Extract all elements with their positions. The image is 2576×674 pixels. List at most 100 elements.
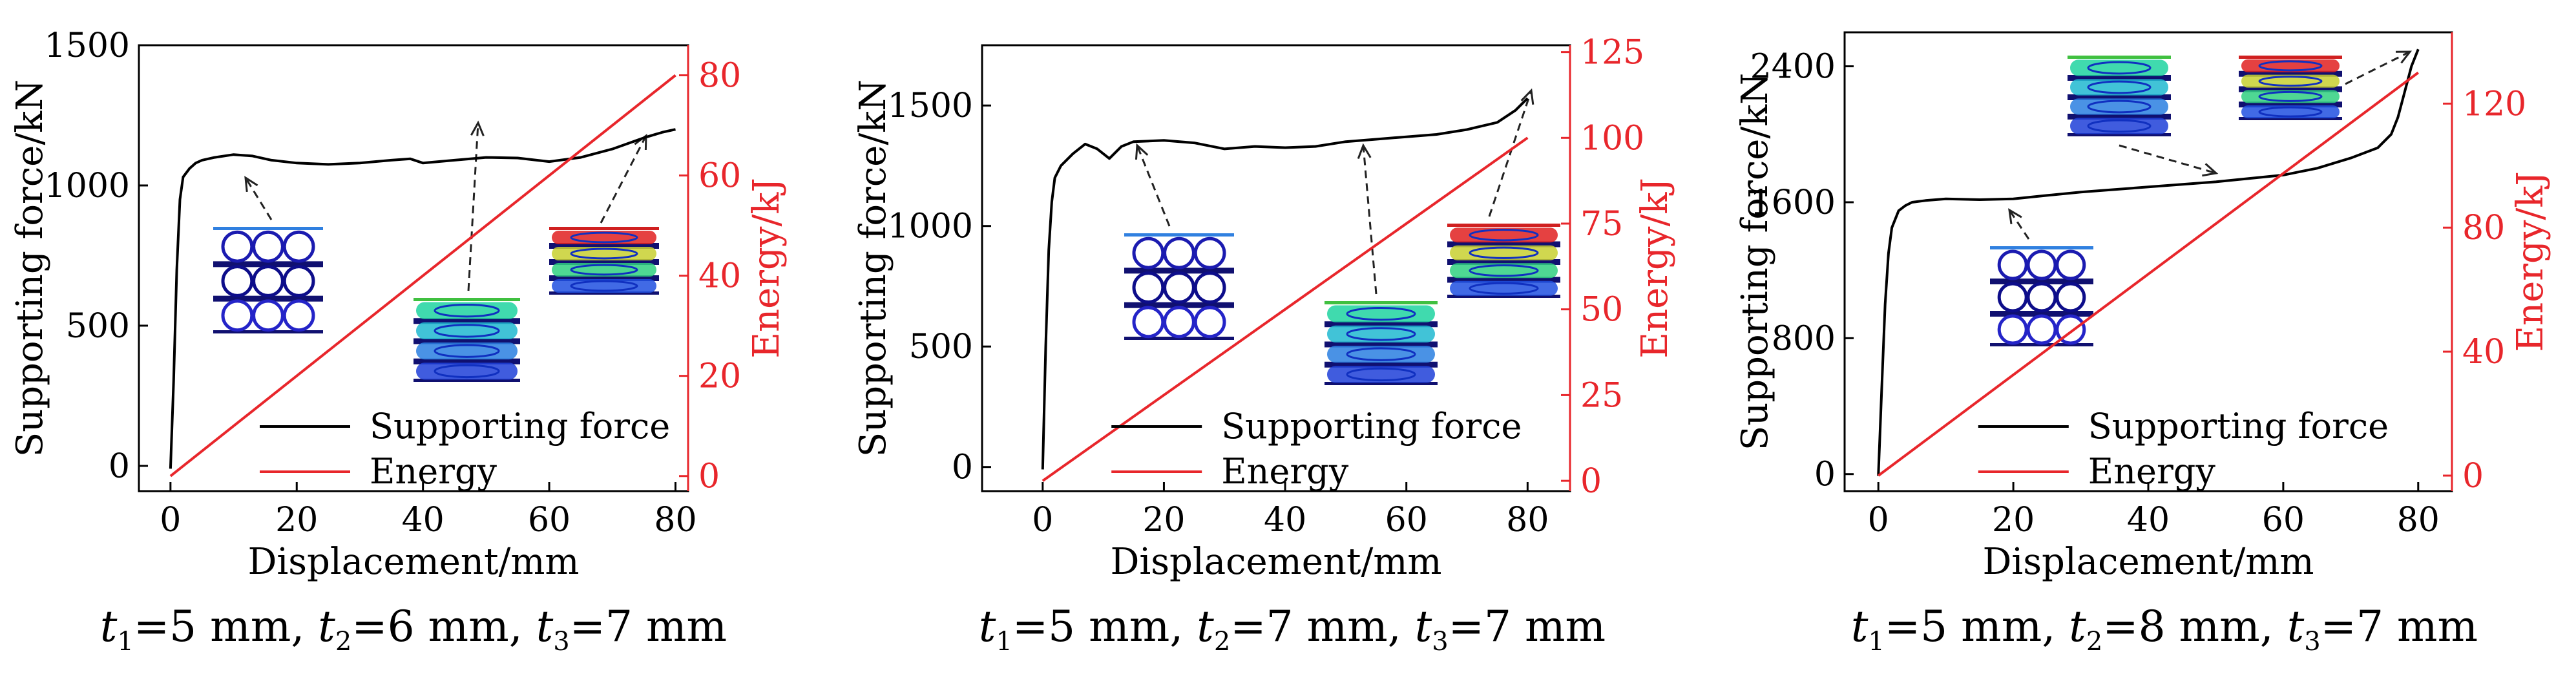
- chart-2-x-tick-label: 40: [1264, 501, 1306, 540]
- chart-1-model-inset-2: [414, 120, 520, 382]
- chart-3-x-axis-label: Displacement/mm: [1982, 541, 2314, 583]
- chart-1-y2-tick-label: 40: [698, 257, 741, 296]
- chart-1-y2-axis-label: Energy/kJ: [746, 178, 788, 359]
- chart-panel-1: 0 20 40 60 80 0 500 1000 1500 0 20 40 60 80 Displaceme…: [0, 0, 859, 665]
- chart-1-y-tick-label: 1500: [45, 26, 130, 65]
- chart-3-legend-label: Energy: [2088, 451, 2216, 492]
- chart-3-model-inset-2: [2068, 56, 2219, 177]
- chart-1-t1: 5 mm: [169, 602, 291, 651]
- chart-2-y-tick-label: 1500: [888, 87, 973, 125]
- chart-2-t2: 7 mm: [1266, 602, 1388, 651]
- chart-3-y2-tick-label: 120: [2462, 85, 2526, 123]
- chart-2-model-inset-3: [1447, 88, 1560, 298]
- chart-3-x-tick-label: 60: [2262, 501, 2305, 540]
- chart-2-y2-tick-label: 50: [1580, 291, 1623, 330]
- chart-3-y-axis-label: Supporting force/kN: [1734, 73, 1776, 450]
- chart-2-series-supporting-force-line: [1041, 97, 1529, 470]
- chart-1-model-inset-1: [213, 176, 323, 333]
- chart-2-y2-axis-label: Energy/kJ: [1634, 178, 1676, 359]
- chart-2-t1: 5 mm: [1048, 602, 1170, 651]
- chart-3-x-tick-label: 40: [2127, 501, 2170, 540]
- chart-1-model-inset-3: [549, 133, 659, 295]
- chart-panel-3: 0 20 40 60 80 0 800 1600 2400 0 40 80 120 Displacemen…: [1734, 0, 2576, 665]
- chart-3-y2-tick-label: 0: [2462, 457, 2484, 496]
- chart-1-y2-tick-label: 60: [698, 157, 741, 196]
- chart-3-inset-arrow-3: [2345, 50, 2411, 85]
- chart-2-y2-tick-label: 0: [1580, 462, 1602, 501]
- chart-3-series-energy-line: [1878, 71, 2419, 477]
- chart-2-y2-tick-label: 100: [1580, 119, 1644, 158]
- chart-2-caption: t1=5 mm, t2=7 mm, t3=7 mm: [978, 602, 1606, 657]
- chart-2-svg: 0 20 40 60 80 0 500 1000 1500 0 25 50 75 100 125 Displa…: [852, 34, 1676, 583]
- chart-1-x-tick-label: 20: [275, 501, 318, 540]
- chart-1-x-axis-label: Displacement/mm: [247, 541, 579, 583]
- chart-2-legend-label: Supporting force: [1221, 406, 1522, 447]
- chart-2-x-axis-label: Displacement/mm: [1110, 541, 1441, 583]
- chart-3-t1: 5 mm: [1920, 602, 2042, 651]
- chart-2-inset-arrow-1: [1136, 145, 1171, 227]
- chart-1-y-tick-label: 0: [109, 447, 130, 486]
- chart-1-t3: 7 mm: [605, 602, 728, 651]
- chart-3-inset-arrow-1: [2008, 209, 2030, 240]
- chart-3-y2-tick-label: 40: [2462, 333, 2505, 372]
- chart-1-y2-tick-label: 0: [698, 458, 720, 496]
- chart-3-model-inset-1: [1990, 208, 2093, 346]
- chart-2-x-tick-label: 20: [1142, 501, 1185, 540]
- chart-1-y2-tick-label: 20: [698, 357, 741, 396]
- chart-2-legend-label: Energy: [1221, 451, 1349, 492]
- chart-2-y-tick-label: 500: [909, 328, 973, 366]
- chart-3-y-tick-label: 1600: [1750, 184, 1836, 222]
- chart-1-series-energy-line: [169, 74, 676, 478]
- chart-1-t2: 6 mm: [387, 602, 509, 651]
- chart-1-x-tick-label: 80: [654, 501, 696, 540]
- chart-2-y-tick-label: 0: [952, 448, 973, 487]
- chart-1-legend-label: Supporting force: [370, 406, 670, 447]
- chart-1-y-tick-label: 500: [66, 307, 130, 346]
- chart-1-svg: 0 20 40 60 80050010001500020406080Displaceme…: [9, 26, 788, 583]
- chart-2-x-tick-label: 0: [1032, 501, 1053, 540]
- chart-1-y-tick-label: 1000: [45, 167, 130, 205]
- chart-2-model-inset-2: [1325, 143, 1438, 385]
- chart-2-t3: 7 mm: [1483, 602, 1606, 651]
- chart-3-x-tick-label: 0: [1868, 501, 1889, 540]
- chart-1-inset-arrow-1: [244, 177, 273, 220]
- chart-3-inset-arrow-2: [2119, 144, 2217, 174]
- chart-2-inset-arrow-2: [1362, 145, 1377, 295]
- chart-1-x-tick-label: 0: [160, 501, 181, 540]
- chart-1-x-tick-label: 40: [402, 501, 445, 540]
- chart-2-x-tick-label: 80: [1506, 501, 1549, 540]
- chart-3-t2: 8 mm: [2138, 602, 2260, 651]
- chart-1-x-tick-label: 60: [528, 501, 571, 540]
- chart-3-y-tick-label: 2400: [1750, 48, 1836, 87]
- chart-3-y-tick-label: 800: [1772, 319, 1836, 358]
- chart-3-svg: 0 20 40 60 8008001600240004080120Displacemen…: [1734, 31, 2551, 583]
- chart-2-model-inset-1: [1124, 143, 1234, 340]
- chart-2-y2-tick-label: 125: [1580, 34, 1644, 72]
- chart-1-legend-label: Energy: [370, 451, 497, 492]
- chart-1-caption: t1=5 mm, t2=6 mm, t3=7 mm: [99, 602, 728, 657]
- chart-2-inset-arrow-3: [1488, 90, 1533, 217]
- chart-3-x-tick-label: 80: [2397, 501, 2440, 540]
- chart-1-y2-tick-label: 80: [698, 57, 741, 96]
- chart-3-y2-axis-label: Energy/kJ: [2509, 171, 2551, 352]
- chart-3-y-tick-label: 0: [1814, 456, 1836, 494]
- chart-3-x-tick-label: 20: [1992, 501, 2035, 540]
- chart-2-y2-tick-label: 75: [1580, 205, 1623, 244]
- chart-2-series-energy-line: [1042, 136, 1529, 482]
- chart-3-model-inset-3: [2239, 50, 2413, 120]
- chart-2-y-axis-label: Supporting force/kN: [852, 79, 894, 457]
- chart-3-legend-label: Supporting force: [2088, 406, 2389, 447]
- chart-1-y-axis-label: Supporting force/kN: [9, 79, 51, 457]
- chart-3-t3: 7 mm: [2356, 602, 2478, 651]
- chart-1-inset-arrow-2: [467, 122, 479, 291]
- chart-1-inset-arrow-3: [600, 135, 647, 224]
- chart-2-y-tick-label: 1000: [888, 207, 973, 246]
- chart-2-x-tick-label: 60: [1385, 501, 1428, 540]
- chart-panel-2: 0 20 40 60 80 0 500 1000 1500 0 25 50 75 100 125 Displa…: [852, 0, 1738, 665]
- chart-3-y2-tick-label: 80: [2462, 209, 2505, 247]
- chart-3-series-supporting-force-line: [1877, 48, 2420, 476]
- chart-2-y2-tick-label: 25: [1580, 376, 1623, 415]
